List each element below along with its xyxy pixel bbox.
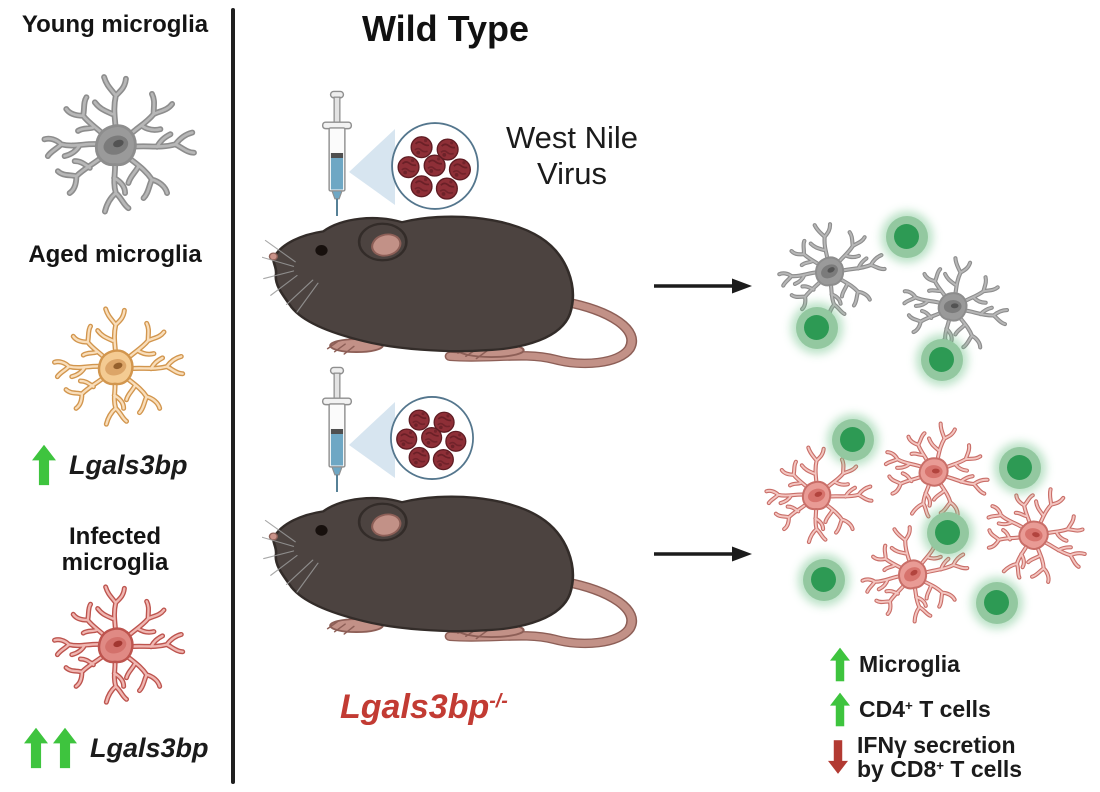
legend-item-microglia: Microglia	[830, 646, 960, 683]
t-cell-icon	[999, 447, 1041, 489]
syringe-icon	[313, 90, 361, 226]
up-arrow-icon	[24, 724, 48, 772]
inset-wedge	[349, 129, 395, 205]
upregulation-arrows	[24, 724, 77, 772]
knockout-gene-name: Lgals3bp	[340, 688, 490, 726]
legend-label: Microglia	[859, 651, 960, 678]
upregulation-arrows	[32, 441, 56, 489]
t-cell-icon	[803, 559, 845, 601]
aged-gene-label: Lgals3bp	[69, 449, 188, 480]
wild-type-mouse-illustration	[262, 210, 647, 370]
syringe-icon	[313, 366, 361, 502]
legend-label: CD4+ T cells	[859, 696, 991, 723]
vertical-divider	[231, 8, 235, 784]
aged-microglia-illustration	[16, 296, 214, 440]
west-nile-virus-label: West Nile Virus	[505, 120, 639, 191]
result-arrow-icon	[652, 276, 754, 296]
infected-microglia-illustration	[16, 574, 214, 718]
young-microglia-illustration	[16, 62, 214, 230]
up-arrow-icon	[830, 646, 850, 683]
legend-item-ifng: IFNγ secretion by CD8+ T cells	[828, 733, 1022, 781]
knockout-superscript: -/-	[489, 690, 508, 713]
aged-microglia-label: Aged microglia	[28, 241, 202, 268]
infected-microglia-label: Infected microglia	[61, 523, 169, 576]
knockout-gene-label: Lgals3bp-/-	[340, 688, 508, 727]
young-microglia-label: Young microglia	[21, 11, 209, 38]
west-nile-virus-inset	[388, 394, 476, 482]
wild-type-title: Wild Type	[362, 8, 530, 49]
t-cell-icon	[927, 512, 969, 554]
t-cell-icon	[921, 339, 963, 381]
knockout-mouse-illustration	[262, 490, 647, 650]
up-arrow-icon	[53, 724, 77, 772]
down-arrow-icon	[828, 737, 848, 777]
t-cell-icon	[832, 419, 874, 461]
t-cell-icon	[886, 216, 928, 258]
t-cell-icon	[796, 307, 838, 349]
up-arrow-icon	[32, 441, 56, 489]
inset-wedge	[349, 402, 395, 478]
t-cell-icon	[976, 582, 1018, 624]
up-arrow-icon	[830, 691, 850, 728]
infected-gene-label: Lgals3bp	[90, 732, 209, 763]
aged-gene-annotation: Lgals3bp	[32, 441, 188, 489]
legend-label: IFNγ secretion by CD8+ T cells	[857, 732, 1023, 783]
west-nile-virus-inset	[389, 120, 481, 212]
infected-gene-annotation: Lgals3bp	[24, 724, 209, 772]
result-arrow-icon	[652, 544, 754, 564]
legend-item-cd4: CD4+ T cells	[830, 691, 991, 728]
